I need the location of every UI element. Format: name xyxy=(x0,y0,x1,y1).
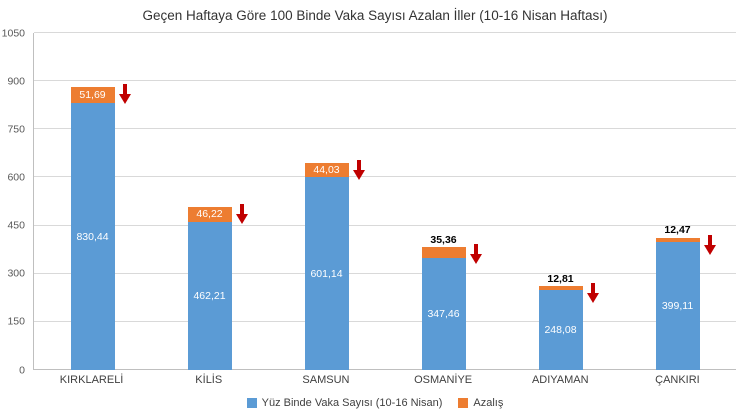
decrease-segment[interactable]: 44,03 xyxy=(304,159,365,180)
stacked-bar[interactable]: 12,47 399,11 xyxy=(655,225,716,370)
x-category-label: OSMANİYE xyxy=(414,374,473,386)
plot-area: 51,69 830,44 46,22 462,21 44,03 601,14 35,36 34… xyxy=(33,32,736,370)
gridline xyxy=(34,272,736,274)
gridline xyxy=(34,369,736,370)
case-count-segment[interactable]: 248,08 xyxy=(538,290,583,370)
y-tick-label: 900 xyxy=(7,74,25,87)
decrease-value-label: 12,81 xyxy=(547,272,574,285)
decrease-arrow-icon xyxy=(235,203,249,225)
stacked-bar[interactable]: 12,81 248,08 xyxy=(538,274,599,370)
x-category-label: KIRKLARELİ xyxy=(59,374,124,386)
x-category-label: SAMSUN xyxy=(302,374,350,386)
gridline xyxy=(34,176,736,178)
case-count-value-label: 601,14 xyxy=(310,267,343,280)
case-count-segment[interactable]: 601,14 xyxy=(304,177,349,370)
case-count-segment[interactable]: 830,44 xyxy=(70,103,115,370)
bar-column: 35,36 347,46 xyxy=(385,33,502,370)
y-tick-label: 0 xyxy=(19,363,25,376)
gridline xyxy=(34,32,736,33)
legend-item: Azalış xyxy=(458,397,503,409)
decrease-segment[interactable]: 12,47 xyxy=(655,225,716,255)
decrease-arrow-icon xyxy=(352,159,366,181)
decrease-value-label: 51,69 xyxy=(79,88,106,101)
decrease-value-label: 44,03 xyxy=(313,163,340,176)
legend-item: Yüz Binde Vaka Sayısı (10-16 Nisan) xyxy=(246,397,443,409)
case-count-segment[interactable]: 399,11 xyxy=(655,241,700,370)
x-category-label: ÇANKIRI xyxy=(655,374,700,386)
legend-label: Yüz Binde Vaka Sayısı (10-16 Nisan) xyxy=(261,397,443,409)
legend-swatch-icon xyxy=(458,398,469,408)
decrease-segment[interactable]: 12,81 xyxy=(538,274,599,304)
y-tick-label: 1050 xyxy=(1,26,25,39)
y-axis: 0 150 300 450 600 750 900 1050 xyxy=(0,28,29,375)
decrease-segment[interactable]: 46,22 xyxy=(187,203,248,224)
bar-column: 44,03 601,14 xyxy=(268,33,385,370)
decrease-segment[interactable]: 51,69 xyxy=(70,83,131,104)
stacked-bar[interactable]: 35,36 347,46 xyxy=(421,235,482,370)
gridline xyxy=(34,128,736,130)
y-tick-label: 600 xyxy=(7,171,25,184)
decrease-value-label: 46,22 xyxy=(196,207,223,220)
case-count-value-label: 347,46 xyxy=(427,307,460,320)
x-category-label: KİLİS xyxy=(195,374,223,386)
decrease-arrow-icon xyxy=(703,234,717,256)
bar-column: 51,69 830,44 xyxy=(34,33,151,370)
case-count-segment[interactable]: 462,21 xyxy=(187,221,232,370)
stacked-bar[interactable]: 46,22 462,21 xyxy=(187,203,248,370)
stacked-bar[interactable]: 44,03 601,14 xyxy=(304,159,365,370)
case-count-value-label: 248,08 xyxy=(544,323,577,336)
gridline xyxy=(34,224,736,226)
y-tick-label: 300 xyxy=(7,267,25,280)
case-count-value-label: 830,44 xyxy=(76,230,109,243)
case-count-value-label: 399,11 xyxy=(661,299,694,312)
case-count-segment[interactable]: 347,46 xyxy=(421,258,466,370)
x-category-label: ADIYAMAN xyxy=(531,374,589,386)
case-count-value-label: 462,21 xyxy=(193,289,226,302)
decrease-arrow-icon xyxy=(469,244,483,265)
decrease-value-label: 12,47 xyxy=(664,224,691,237)
bar-column: 46,22 462,21 xyxy=(151,33,268,370)
decrease-arrow-icon xyxy=(118,83,132,105)
legend-label: Azalış xyxy=(473,397,504,409)
y-tick-label: 750 xyxy=(7,123,25,136)
decrease-value-label: 35,36 xyxy=(430,233,457,246)
gridline xyxy=(34,320,736,322)
bar-column: 12,81 248,08 xyxy=(502,33,619,370)
decrease-arrow-icon xyxy=(586,283,600,304)
gridline xyxy=(34,80,736,82)
legend-swatch-icon xyxy=(246,398,257,408)
y-tick-label: 150 xyxy=(7,315,25,328)
chart-title: Geçen Haftaya Göre 100 Binde Vaka Sayısı… xyxy=(142,8,608,23)
x-axis: KIRKLARELİ KİLİS SAMSUN OSMANİYE ADIYAMAN ÇAN… xyxy=(33,374,736,386)
decrease-segment[interactable]: 35,36 xyxy=(421,235,482,265)
stacked-bar[interactable]: 51,69 830,44 xyxy=(70,83,131,370)
legend: Yüz Binde Vaka Sayısı (10-16 Nisan) Azalı… xyxy=(0,397,750,409)
y-tick-label: 450 xyxy=(7,219,25,232)
bar-column: 12,47 399,11 xyxy=(619,33,736,370)
